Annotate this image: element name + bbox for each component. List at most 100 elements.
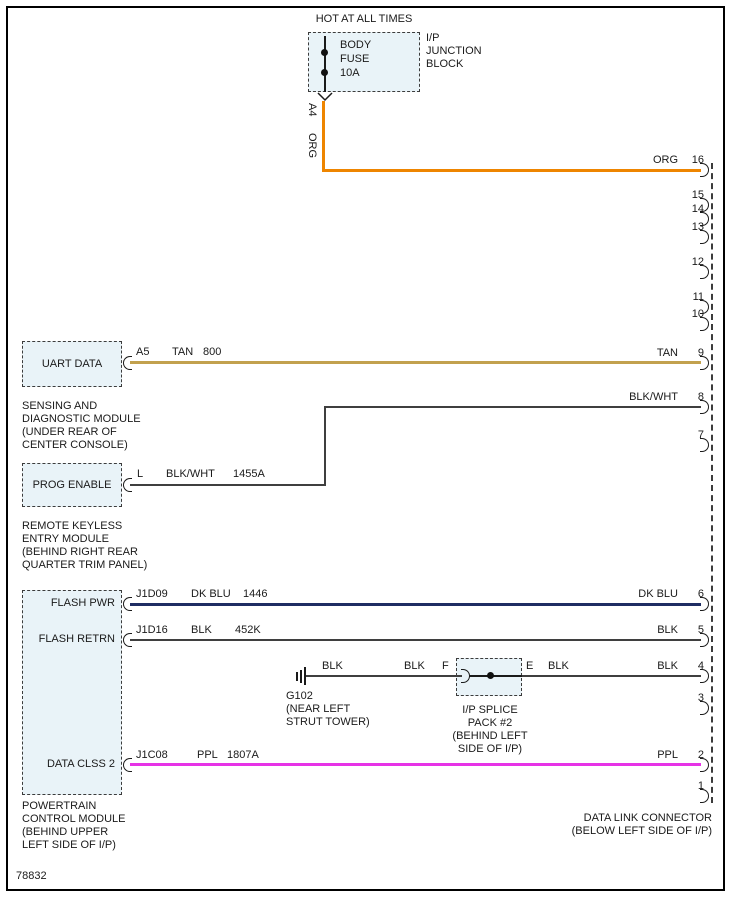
tan-color-label: TAN xyxy=(172,346,194,358)
connector-pin-terminal-13 xyxy=(700,230,709,244)
diagram-number: 78832 xyxy=(16,870,47,882)
connector-pin-terminal-16 xyxy=(700,163,709,177)
prog-enable-module-box: PROG ENABLE xyxy=(22,463,122,507)
connector-pin-terminal-5 xyxy=(700,633,709,647)
blk-color-label: BLK xyxy=(191,624,212,636)
connector-pin-terminal-4 xyxy=(700,669,709,683)
ppl-right-color-label: PPL xyxy=(657,749,678,761)
uart-pin-terminal xyxy=(123,356,132,370)
blkwht-wire-seg1 xyxy=(130,484,326,486)
pcm-caption-line3: (BEHIND UPPER xyxy=(22,826,109,838)
connector-pin-terminal-7 xyxy=(700,438,709,452)
fuse-terminal-top xyxy=(321,49,328,56)
blkwht-color-label: BLK/WHT xyxy=(166,468,215,480)
pcm-flash-retrn-terminal xyxy=(123,633,132,647)
ip-junction-block-box xyxy=(308,32,420,92)
gnd-color-label-1: BLK xyxy=(322,660,343,672)
connector-pin-number-9: 9 xyxy=(697,347,704,359)
splice-inner-line xyxy=(469,675,522,677)
pcm-data-clss2-terminal xyxy=(123,758,132,772)
ground-icon xyxy=(296,672,298,681)
prog-pin-terminal xyxy=(123,478,132,492)
connector-pin-terminal-8 xyxy=(700,400,709,414)
splice-pin-e-label: E xyxy=(526,660,534,672)
connector-pin-number-1: 1 xyxy=(697,780,704,792)
junction-block-label-line1: I/P xyxy=(426,32,440,44)
ground-icon xyxy=(304,667,306,685)
prog-enable-label: PROG ENABLE xyxy=(32,479,112,491)
splice-caption-line3: (BEHIND LEFT xyxy=(452,730,528,742)
fuse-terminal-bottom xyxy=(321,69,328,76)
connector-pin-terminal-9 xyxy=(700,356,709,370)
connector-pin-terminal-15 xyxy=(700,198,709,212)
org-vertical-color-label: ORG xyxy=(306,133,318,159)
connector-pin-number-4: 4 xyxy=(697,660,704,672)
gnd-color-label-2: BLK xyxy=(404,660,425,672)
tan-right-color-label: TAN xyxy=(656,347,678,359)
connector-pin-number-5: 5 xyxy=(697,624,704,636)
splice-caption-line2: PACK #2 xyxy=(467,717,513,729)
prog-caption-line1: REMOTE KEYLESS xyxy=(22,520,123,532)
pcm-module-box xyxy=(22,590,122,795)
splice-caption-line4: SIDE OF I/P) xyxy=(457,743,523,755)
gnd-color-label-3: BLK xyxy=(548,660,569,672)
connector-pin-terminal-3 xyxy=(700,701,709,715)
connector-pin-number-12: 12 xyxy=(691,256,704,268)
ground-caption-line1: G102 xyxy=(286,690,313,702)
blk-flash-retrn-wire xyxy=(130,639,701,641)
connector-pin-number-14: 14 xyxy=(691,203,704,215)
connector-pin-number-8: 8 xyxy=(697,391,704,403)
dkblu-wire xyxy=(130,603,701,606)
dlc-connector-line xyxy=(711,163,713,803)
connector-chevron-icon xyxy=(317,92,333,102)
prog-caption-line3: (BEHIND RIGHT REAR xyxy=(22,546,138,558)
uart-data-module-box: UART DATA xyxy=(22,341,122,387)
tan-circuit-label: 800 xyxy=(203,346,222,358)
hot-at-all-times-label: HOT AT ALL TIMES xyxy=(315,13,413,25)
splice-dot xyxy=(487,672,494,679)
pcm-caption-line4: LEFT SIDE OF I/P) xyxy=(22,839,116,851)
ground-caption-line3: STRUT TOWER) xyxy=(286,716,370,728)
connector-pin-terminal-11 xyxy=(700,300,709,314)
prog-caption-line4: QUARTER TRIM PANEL) xyxy=(22,559,148,571)
pcm-pin-j1d16-label: J1D16 xyxy=(136,624,168,636)
connector-pin-terminal-10 xyxy=(700,317,709,331)
connector-pin-number-16: 16 xyxy=(691,154,704,166)
ground-icon xyxy=(300,670,302,683)
splice-caption-line1: I/P SPLICE xyxy=(462,704,518,716)
connector-pin-terminal-2 xyxy=(700,758,709,772)
pcm-caption-line2: CONTROL MODULE xyxy=(22,813,126,825)
connector-pin-number-7: 7 xyxy=(697,429,704,441)
blk-circuit-label: 452K xyxy=(235,624,261,636)
connector-pin-number-3: 3 xyxy=(697,692,704,704)
uart-caption-line3: (UNDER REAR OF xyxy=(22,426,117,438)
uart-caption-line1: SENSING AND xyxy=(22,400,98,412)
connector-pin-terminal-1 xyxy=(700,789,709,803)
ppl-color-label: PPL xyxy=(197,749,218,761)
ppl-circuit-label: 1807A xyxy=(227,749,259,761)
pcm-caption-line1: POWERTRAIN xyxy=(22,800,97,812)
org-wire-horizontal xyxy=(322,169,701,172)
gnd-wire-seg2 xyxy=(522,675,701,677)
connector-pin-terminal-14 xyxy=(700,212,709,226)
prog-caption-line2: ENTRY MODULE xyxy=(22,533,110,545)
blk-right-color-label: BLK xyxy=(657,624,678,636)
blkwht-right-color-label: BLK/WHT xyxy=(629,391,678,403)
junction-block-label-line3: BLOCK xyxy=(426,58,464,70)
org-right-color-label: ORG xyxy=(652,154,678,166)
connector-pin-number-6: 6 xyxy=(697,588,704,600)
dkblu-right-color-label: DK BLU xyxy=(638,588,678,600)
connector-pin-number-15: 15 xyxy=(691,189,704,201)
connector-pin-number-13: 13 xyxy=(691,221,704,233)
fuse-pin-a4-label: A4 xyxy=(306,103,318,117)
uart-caption-line4: CENTER CONSOLE) xyxy=(22,439,128,451)
gnd-wire-seg1 xyxy=(306,675,462,677)
pcm-port-flash-pwr: FLASH PWR xyxy=(50,597,115,609)
fuse-fuse-label: FUSE xyxy=(340,53,370,65)
ppl-wire xyxy=(130,763,701,766)
uart-caption-line2: DIAGNOSTIC MODULE xyxy=(22,413,141,425)
pcm-flash-pwr-terminal xyxy=(123,597,132,611)
tan-wire xyxy=(130,361,701,364)
blkwht-circuit-label: 1455A xyxy=(233,468,265,480)
